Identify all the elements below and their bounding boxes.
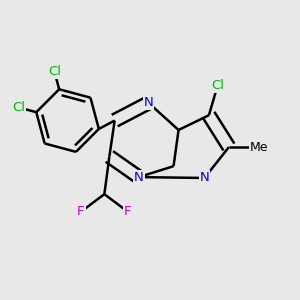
Text: N: N xyxy=(134,171,144,184)
Text: Me: Me xyxy=(250,141,268,154)
Text: Cl: Cl xyxy=(48,65,61,78)
Text: Cl: Cl xyxy=(211,79,224,92)
Text: N: N xyxy=(200,172,209,184)
Text: F: F xyxy=(77,205,85,218)
Text: Cl: Cl xyxy=(12,101,25,114)
Text: N: N xyxy=(144,96,153,110)
Text: F: F xyxy=(124,205,132,218)
